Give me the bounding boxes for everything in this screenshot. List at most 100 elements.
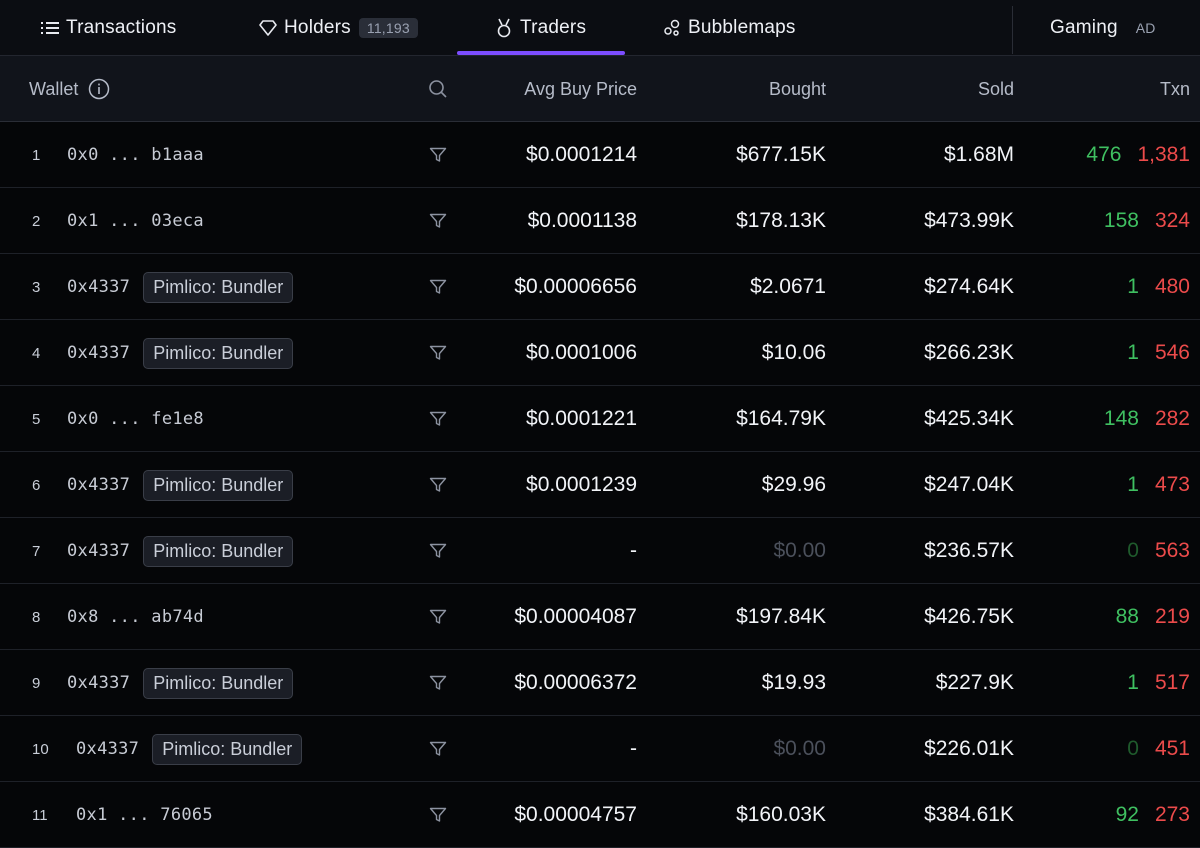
rank: 4 — [32, 344, 41, 362]
sold-amount: $473.99K — [924, 209, 1014, 232]
tab-label: Holders — [284, 17, 351, 38]
sell-count: 546 — [1154, 341, 1190, 364]
rank: 3 — [32, 278, 41, 296]
wallet-label-tag[interactable]: Pimlico: Bundler — [143, 535, 294, 567]
filter-icon[interactable] — [429, 386, 447, 452]
avg-buy-price: $0.0001138 — [527, 209, 637, 232]
table-row[interactable]: 5 0x0 ... fe1e8 $0.0001221 $164.79K $425… — [0, 386, 1200, 452]
tab-traders[interactable]: Traders — [494, 0, 586, 56]
tab-holders[interactable]: Holders 11,193 — [258, 0, 418, 56]
avg-buy-price: $0.0001006 — [526, 341, 637, 364]
tab-gaming[interactable]: Gaming AD — [1050, 0, 1156, 56]
sell-count: 324 — [1154, 209, 1190, 232]
avg-buy-price-column-header[interactable]: Avg Buy Price — [524, 78, 637, 99]
holders-count-badge: 11,193 — [358, 18, 418, 38]
traders-table: 1 0x0 ... b1aaa $0.0001214 $677.15K $1.6… — [0, 122, 1200, 848]
list-icon — [40, 18, 60, 38]
wallet-address[interactable]: 0x4337 — [67, 541, 131, 561]
table-row[interactable]: 9 0x4337 Pimlico: Bundler $0.00006372 $1… — [0, 650, 1200, 716]
tab-label: Gaming — [1050, 17, 1118, 38]
wallet-address[interactable]: 0x4337 — [67, 343, 131, 363]
wallet-address[interactable]: 0x1 ... 76065 — [76, 805, 213, 825]
bought-amount: $0.00 — [773, 539, 826, 562]
buy-count: 0 — [1127, 539, 1139, 562]
bubbles-icon — [662, 18, 682, 38]
wallet-column-header[interactable]: Wallet — [29, 56, 110, 122]
buy-count: 1 — [1127, 341, 1139, 364]
wallet-address[interactable]: 0x4337 — [76, 739, 140, 759]
buy-count: 88 — [1115, 605, 1139, 628]
tab-label: Transactions — [66, 17, 177, 38]
txn-column-header[interactable]: Txn — [1159, 78, 1190, 99]
active-tab-indicator — [457, 51, 625, 55]
wallet-address[interactable]: 0x0 ... b1aaa — [67, 145, 204, 165]
sell-count: 273 — [1154, 803, 1190, 826]
buy-count: 0 — [1127, 737, 1139, 760]
filter-icon[interactable] — [429, 188, 447, 254]
tab-divider — [1012, 6, 1013, 54]
wallet-address[interactable]: 0x4337 — [67, 673, 131, 693]
sold-amount: $1.68M — [943, 143, 1014, 166]
wallet-address[interactable]: 0x8 ... ab74d — [67, 607, 204, 627]
search-icon[interactable] — [428, 56, 448, 122]
bought-amount: $19.93 — [761, 671, 826, 694]
sell-count: 451 — [1154, 737, 1190, 760]
bought-amount: $29.96 — [761, 473, 826, 496]
bought-amount: $197.84K — [736, 605, 826, 628]
wallet-address[interactable]: 0x0 ... fe1e8 — [67, 409, 204, 429]
filter-icon[interactable] — [429, 518, 447, 584]
wallet-label-tag[interactable]: Pimlico: Bundler — [143, 271, 294, 303]
sold-amount: $426.75K — [924, 605, 1014, 628]
sold-amount: $274.64K — [924, 275, 1014, 298]
rank: 10 — [32, 740, 49, 758]
tab-transactions[interactable]: Transactions — [40, 0, 176, 56]
table-row[interactable]: 1 0x0 ... b1aaa $0.0001214 $677.15K $1.6… — [0, 122, 1200, 188]
sell-count: 517 — [1154, 671, 1190, 694]
tab-label: Traders — [520, 17, 587, 38]
wallet-label-tag[interactable]: Pimlico: Bundler — [143, 469, 294, 501]
table-row[interactable]: 8 0x8 ... ab74d $0.00004087 $197.84K $42… — [0, 584, 1200, 650]
table-row[interactable]: 10 0x4337 Pimlico: Bundler - $0.00 $226.… — [0, 716, 1200, 782]
sold-amount: $247.04K — [924, 473, 1014, 496]
wallet-label-tag[interactable]: Pimlico: Bundler — [143, 337, 294, 369]
tab-bubblemaps[interactable]: Bubblemaps — [662, 0, 796, 56]
rank: 2 — [32, 212, 41, 230]
table-row[interactable]: 2 0x1 ... 03eca $0.0001138 $178.13K $473… — [0, 188, 1200, 254]
table-row[interactable]: 3 0x4337 Pimlico: Bundler $0.00006656 $2… — [0, 254, 1200, 320]
filter-icon[interactable] — [429, 716, 447, 782]
column-label: Wallet — [29, 78, 79, 99]
table-row[interactable]: 6 0x4337 Pimlico: Bundler $0.0001239 $29… — [0, 452, 1200, 518]
wallet-address[interactable]: 0x4337 — [67, 277, 131, 297]
sell-count: 480 — [1154, 275, 1190, 298]
sell-count: 282 — [1154, 407, 1190, 430]
table-row[interactable]: 4 0x4337 Pimlico: Bundler $0.0001006 $10… — [0, 320, 1200, 386]
sold-amount: $236.57K — [924, 539, 1014, 562]
filter-icon[interactable] — [429, 782, 447, 848]
sold-amount: $425.34K — [924, 407, 1014, 430]
filter-icon[interactable] — [429, 584, 447, 650]
sold-amount: $266.23K — [924, 341, 1014, 364]
bought-amount: $160.03K — [736, 803, 826, 826]
rank: 11 — [32, 806, 48, 824]
table-header: Wallet Avg Buy Price Bought Sold Txn — [0, 56, 1200, 122]
avg-buy-price: $0.00006656 — [514, 275, 637, 298]
info-icon[interactable] — [88, 78, 110, 100]
table-row[interactable]: 11 0x1 ... 76065 $0.00004757 $160.03K $3… — [0, 782, 1200, 848]
bought-column-header[interactable]: Bought — [768, 78, 826, 99]
bought-amount: $10.06 — [761, 341, 826, 364]
filter-icon[interactable] — [429, 254, 447, 320]
sold-column-header[interactable]: Sold — [977, 78, 1014, 99]
filter-icon[interactable] — [429, 122, 447, 188]
wallet-label-tag[interactable]: Pimlico: Bundler — [152, 733, 303, 765]
wallet-label-tag[interactable]: Pimlico: Bundler — [143, 667, 294, 699]
filter-icon[interactable] — [429, 452, 447, 518]
filter-icon[interactable] — [429, 650, 447, 716]
avg-buy-price: - — [630, 539, 637, 562]
wallet-address[interactable]: 0x1 ... 03eca — [67, 211, 204, 231]
wallet-address[interactable]: 0x4337 — [67, 475, 131, 495]
buy-count: 1 — [1127, 275, 1139, 298]
bought-amount: $0.00 — [773, 737, 826, 760]
bought-amount: $164.79K — [736, 407, 826, 430]
filter-icon[interactable] — [429, 320, 447, 386]
table-row[interactable]: 7 0x4337 Pimlico: Bundler - $0.00 $236.5… — [0, 518, 1200, 584]
